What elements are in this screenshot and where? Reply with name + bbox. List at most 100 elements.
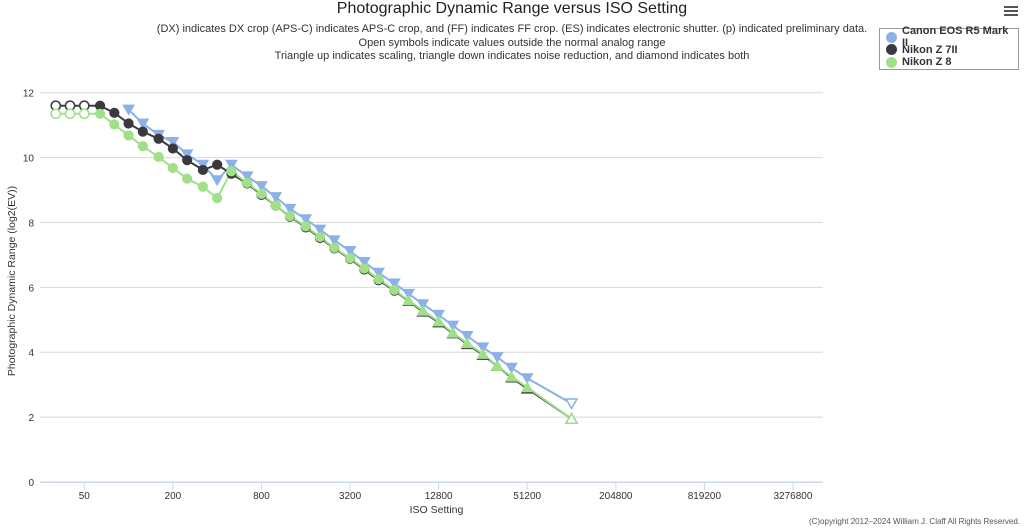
hamburger-menu-icon[interactable] [1004, 4, 1018, 18]
data-point-nikon-z-8 [197, 181, 209, 192]
chart-grid [40, 92, 823, 483]
data-point-nikon-z-8 [490, 359, 504, 371]
legend-label: Nikon Z 8 [902, 56, 952, 69]
x-tick-label: 50 [79, 491, 91, 502]
data-point-nikon-z-8 [329, 242, 340, 253]
data-point-nikon-z-8 [109, 119, 120, 130]
data-point-nikon-z-8 [256, 188, 267, 200]
data-point-canon-eos-r5-mark-ii [460, 331, 474, 343]
data-point-canon-eos-r5-mark-ii [564, 398, 579, 410]
x-tick-label: 819200 [688, 491, 722, 502]
data-point-nikon-z-8 [167, 162, 178, 174]
data-point-nikon-z-8 [432, 315, 445, 327]
data-point-nikon-z-8 [300, 221, 311, 232]
x-tick-label: 12800 [425, 491, 453, 502]
x-tick-label: 3276800 [773, 491, 812, 502]
y-tick-label: 4 [28, 348, 34, 359]
x-tick-label: 200 [165, 491, 182, 502]
data-point-nikon-z-8 [460, 337, 474, 349]
y-tick-label: 0 [28, 478, 34, 489]
x-tick-label: 3200 [339, 491, 362, 502]
series-line-nikon-z-8 [55, 112, 573, 420]
chart-subtitle-line-1: (DX) indicates DX crop (APS-C) indicates… [156, 23, 868, 35]
data-point-canon-eos-r5-mark-ii [402, 288, 415, 300]
y-tick-label: 2 [28, 413, 34, 424]
data-point-canon-eos-r5-mark-ii [210, 175, 224, 187]
x-tick-label: 204800 [599, 491, 633, 502]
data-point-nikon-z-8 [137, 141, 148, 152]
data-point-nikon-z-8 [416, 304, 430, 316]
menu-bar [1004, 6, 1018, 8]
data-point-canon-eos-r5-mark-ii [180, 149, 194, 161]
data-point-nikon-z-8 [505, 370, 518, 382]
chart-subtitle-line-2: Open symbols indicate values outside the… [358, 37, 666, 49]
legend-item-canon-eos-r5-mark-ii[interactable]: Canon EOS R5 Mark II [886, 25, 1012, 49]
data-point-nikon-z-8 [284, 210, 296, 222]
data-point-canon-eos-r5-mark-ii [166, 137, 180, 149]
data-point-nikon-z-8 [94, 108, 106, 119]
chart-axes: 0 2 4 6 8 10 12 50 200 800 3200 12800 51200 204800 819… [6, 89, 823, 516]
series-lines [55, 104, 573, 420]
legend-item-nikon-z-8[interactable]: Nikon Z 8 [886, 56, 1012, 69]
legend-marker-icon [886, 44, 897, 56]
menu-bar [1004, 10, 1018, 12]
y-tick-label: 10 [23, 154, 35, 165]
data-point-canon-eos-r5-mark-ii [283, 203, 297, 215]
data-point-nikon-z-7ii [167, 143, 178, 154]
legend-marker-icon [886, 31, 897, 43]
data-point-nikon-z-8 [182, 173, 193, 184]
chart-title: Photographic Dynamic Range versus ISO Se… [336, 0, 688, 17]
data-point-canon-eos-r5-mark-ii [520, 373, 534, 385]
data-point-canon-eos-r5-mark-ii [122, 104, 135, 116]
legend-marker-icon [886, 56, 897, 68]
data-point-canon-eos-r5-mark-ii [255, 181, 268, 193]
data-point-canon-eos-r5-mark-ii [357, 257, 371, 269]
data-point-nikon-z-8 [402, 294, 415, 306]
data-point-canon-eos-r5-mark-ii [299, 214, 313, 226]
data-point-nikon-z-8 [270, 200, 281, 211]
data-point-nikon-z-8 [78, 108, 90, 120]
data-point-nikon-z-8 [123, 130, 134, 141]
data-point-nikon-z-8 [50, 108, 62, 120]
menu-bar [1004, 14, 1018, 16]
y-tick-label: 12 [23, 89, 35, 100]
data-point-nikon-z-7ii [109, 107, 120, 118]
series-line-nikon-z-7ii [55, 104, 573, 420]
data-point-nikon-z-8 [344, 253, 356, 264]
data-point-nikon-z-7ii [153, 133, 164, 144]
data-point-canon-eos-r5-mark-ii [446, 320, 460, 332]
data-point-canon-eos-r5-mark-ii [505, 362, 518, 374]
data-point-nikon-z-7ii [182, 155, 193, 166]
data-point-canon-eos-r5-mark-ii [416, 299, 430, 311]
data-point-nikon-z-8 [153, 151, 164, 163]
data-point-canon-eos-r5-mark-ii [343, 246, 357, 258]
data-point-nikon-z-8 [389, 284, 400, 296]
x-axis-title: ISO Setting [410, 504, 464, 516]
data-point-nikon-z-8 [314, 231, 326, 243]
y-tick-label: 8 [28, 218, 34, 229]
data-point-nikon-z-8 [242, 177, 253, 188]
data-point-nikon-z-8 [476, 347, 490, 359]
data-point-nikon-z-8 [373, 274, 384, 285]
data-point-nikon-z-8 [520, 381, 534, 393]
data-point-nikon-z-8 [446, 326, 460, 338]
data-point-nikon-z-7ii [212, 159, 223, 170]
data-point-canon-eos-r5-mark-ii [240, 171, 254, 183]
chart-legend: Canon EOS R5 Mark II Nikon Z 7II Nikon Z… [879, 25, 1019, 70]
data-point-nikon-z-8 [64, 108, 76, 120]
data-point-canon-eos-r5-mark-ii [372, 267, 385, 279]
data-point-nikon-z-8 [564, 412, 579, 424]
x-tick-label: 51200 [513, 491, 541, 502]
data-point-canon-eos-r5-mark-ii [387, 278, 401, 290]
data-point-canon-eos-r5-mark-ii [327, 235, 341, 247]
data-point-nikon-z-8 [226, 166, 237, 177]
data-point-nikon-z-7ii [123, 118, 134, 129]
data-point-canon-eos-r5-mark-ii [432, 309, 445, 321]
data-point-canon-eos-r5-mark-ii [225, 159, 238, 171]
chart-subtitle-line-3: Triangle up indicates scaling, triangle … [274, 50, 750, 62]
data-point-canon-eos-r5-mark-ii [269, 192, 283, 204]
legend-item-nikon-z-7ii[interactable]: Nikon Z 7II [886, 44, 1012, 57]
data-point-nikon-z-7ii [197, 164, 209, 176]
legend-label: Nikon Z 7II [902, 43, 958, 56]
